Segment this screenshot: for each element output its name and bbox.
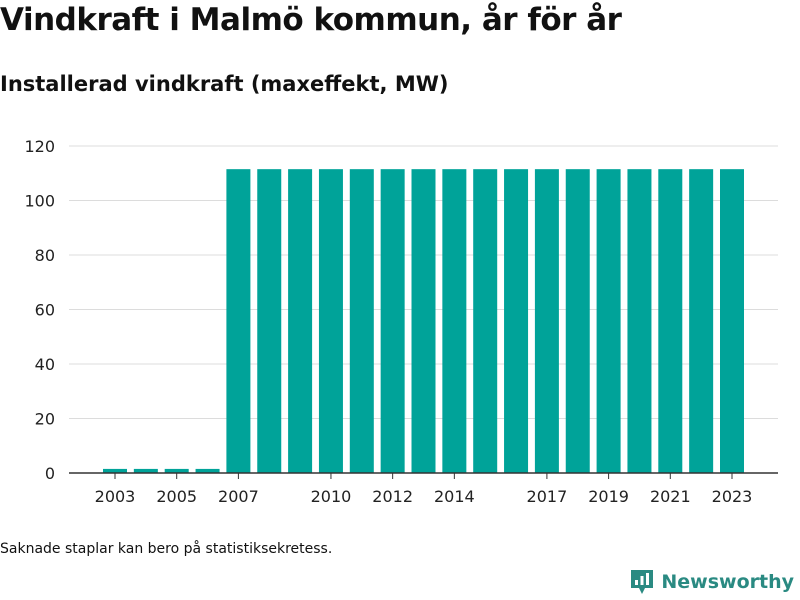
bar-2003 (103, 468, 127, 473)
y-tick-label: 20 (35, 410, 55, 429)
x-tick-label: 2003 (95, 487, 136, 506)
y-tick-label: 40 (35, 355, 55, 374)
bar-2023 (720, 169, 744, 473)
bar-2022 (689, 169, 714, 473)
y-tick-label: 80 (35, 246, 55, 265)
brand-name: Newsworthy (661, 571, 794, 593)
bar-2016 (504, 169, 529, 473)
x-tick-label: 2023 (712, 487, 753, 506)
bars (103, 169, 744, 473)
newsworthy-logo-icon (631, 570, 654, 594)
bar-2013 (411, 169, 436, 473)
bar-2019 (596, 169, 621, 473)
bar-2018 (565, 169, 590, 473)
x-tick-label: 2019 (588, 487, 629, 506)
bar-2021 (658, 169, 683, 473)
brand-logo: Newsworthy (629, 568, 794, 596)
chart-subtitle: Installerad vindkraft (maxeffekt, MW) (0, 72, 449, 96)
footnote: Saknade staplar kan bero på statistiksek… (0, 541, 333, 557)
bar-2007 (226, 169, 251, 473)
bar-2015 (473, 169, 498, 473)
bar-2010 (318, 169, 343, 473)
bar-2014 (442, 169, 467, 473)
x-tick-label: 2014 (434, 487, 475, 506)
bar-2017 (534, 169, 559, 473)
y-tick-label: 60 (35, 301, 55, 320)
y-tick-label: 100 (24, 192, 55, 211)
x-tick-label: 2007 (218, 487, 259, 506)
bar-2004 (133, 468, 158, 473)
bar-2005 (164, 468, 189, 473)
bar-2020 (627, 169, 652, 473)
y-tick-label: 0 (45, 464, 55, 483)
y-tick-label: 120 (24, 137, 55, 156)
axes: 0 20 40 60 80 100 120 2003 2005 2007 2010 2012 2014 2… (24, 137, 778, 506)
bar-2006 (195, 468, 220, 473)
bar-2009 (288, 169, 313, 473)
x-tick-label: 2021 (650, 487, 691, 506)
x-tick-label: 2010 (311, 487, 352, 506)
bar-2011 (349, 169, 374, 473)
x-tick-label: 2017 (527, 487, 568, 506)
chart-title: Vindkraft i Malmö kommun, år för år (0, 2, 622, 38)
bar-chart: 0 20 40 60 80 100 120 2003 2005 2007 2010 2012 2014 2… (24, 137, 778, 506)
bar-2008 (257, 169, 282, 473)
x-tick-label: 2005 (156, 487, 197, 506)
x-tick-label: 2012 (372, 487, 413, 506)
bar-2012 (380, 169, 405, 473)
